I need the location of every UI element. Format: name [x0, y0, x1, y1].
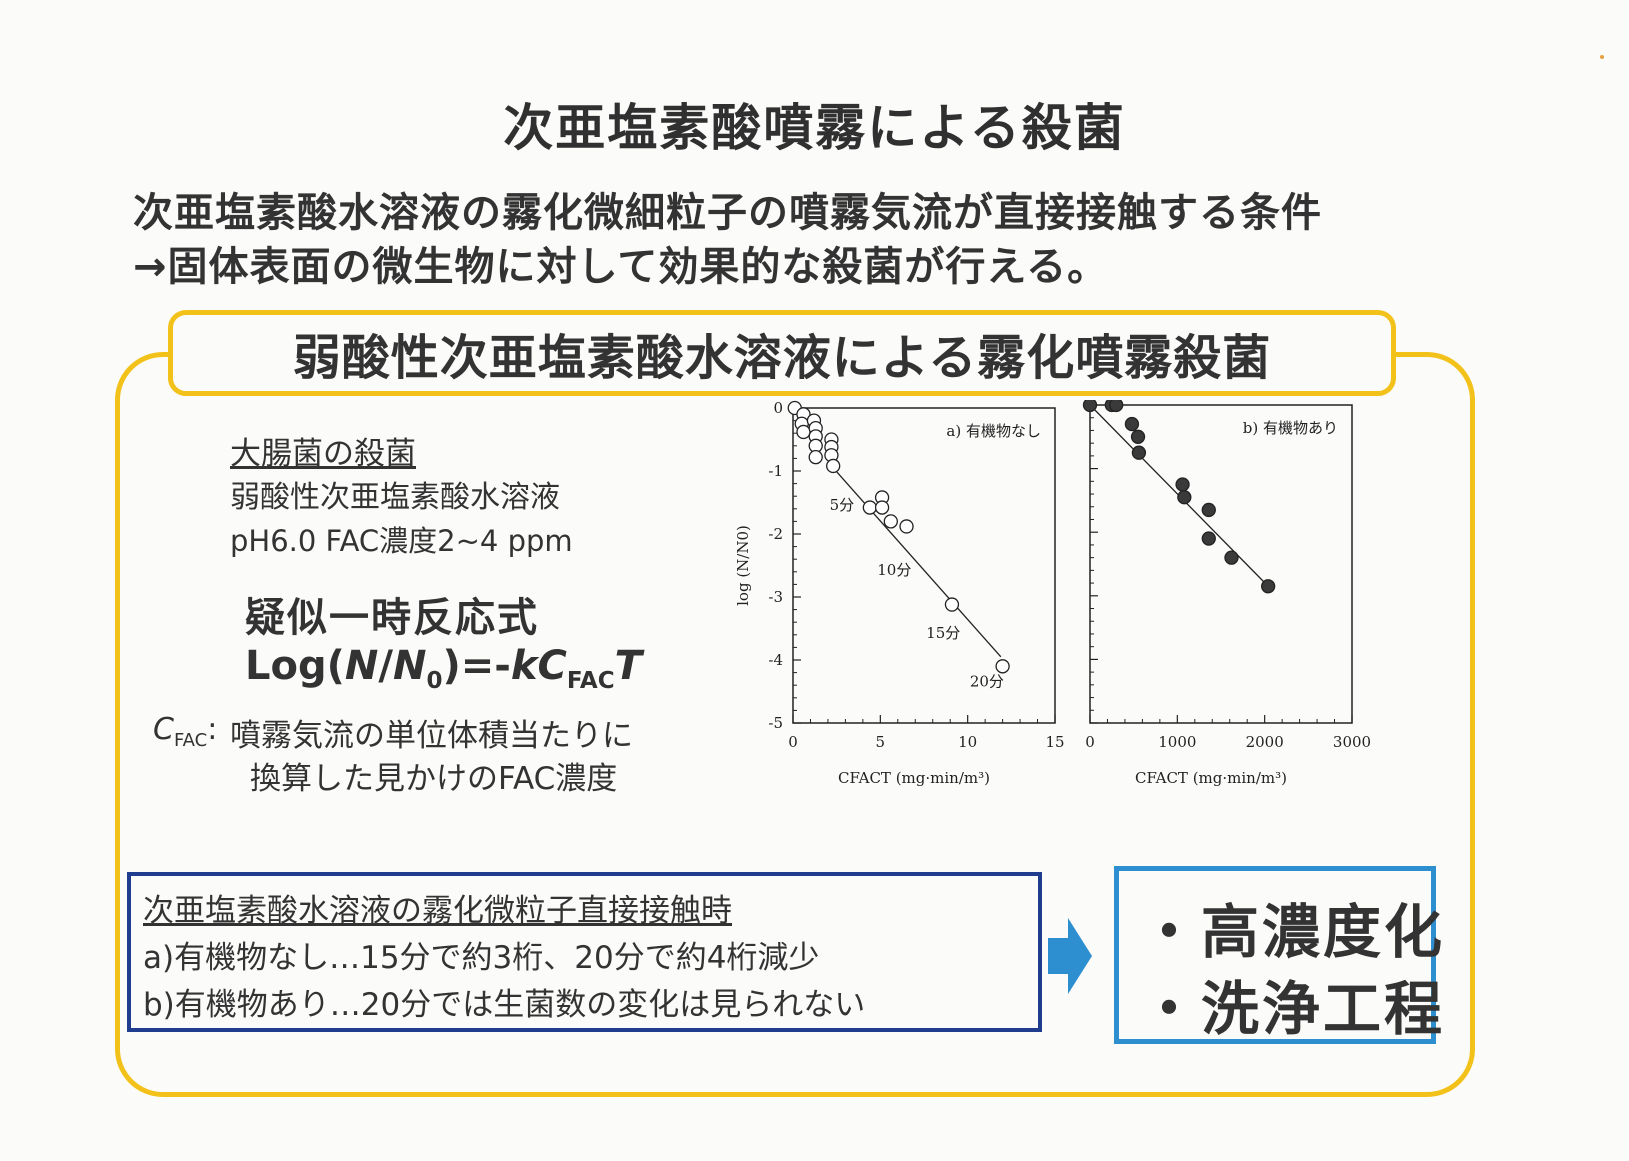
chart-b-point — [1224, 550, 1239, 565]
result-box — [1114, 866, 1436, 1044]
intro-line-2: →固体表面の微生物に対して効果的な殺菌が行える。 — [133, 244, 1109, 290]
chart-a-point — [862, 500, 878, 515]
chart-a-annotation: 15分 — [926, 624, 960, 642]
subject-title: 大腸菌の殺菌 — [230, 436, 416, 472]
chart-b-point — [1124, 416, 1140, 432]
chart-a-ytick-label: -3 — [768, 588, 783, 606]
chart-a-point — [883, 514, 898, 529]
chart-b-point — [1109, 400, 1124, 413]
chart-a-point — [944, 597, 960, 612]
result-item-cleaning: ・洗浄工程 — [1140, 975, 1446, 1043]
chart-b-title: b) 有機物あり — [1243, 419, 1338, 437]
section-heading: 弱酸性次亜塩素酸水溶液による霧化噴霧殺菌 — [168, 310, 1396, 396]
survival-charts: 0 5 10 15 0 -1 -2 -3 -4 -5 5分 10分 15分 20分 a) 有機物なし CFAC… — [735, 400, 1371, 787]
intro-line-1: 次亜塩素酸水溶液の霧化微細粒子の噴霧気流が直接接触する条件 — [133, 190, 1322, 236]
summary-title: 次亜塩素酸水溶液の霧化微粒子直接接触時 — [143, 893, 732, 929]
chart-b-point — [1082, 400, 1098, 413]
chart-a-ytick-label: -2 — [768, 525, 783, 543]
chart-b-point — [1201, 531, 1216, 546]
chart-a-xtick-label: 0 — [788, 733, 798, 751]
cfac-definition-2: 換算した見かけのFAC濃度 — [250, 761, 618, 797]
chart-a-ytick-label: -4 — [768, 651, 783, 669]
chart-b-xtick-label: 0 — [1085, 733, 1095, 751]
chart-a-point — [899, 519, 914, 534]
chart-b-xtick-label: 1000 — [1158, 733, 1196, 751]
chart-b-point — [1175, 477, 1190, 492]
chart-a-xtick-label: 10 — [958, 733, 977, 751]
subject-solution: 弱酸性次亜塩素酸水溶液 — [230, 480, 560, 515]
result-item-concentration: ・高濃度化 — [1140, 898, 1446, 966]
chart-b-point — [1177, 490, 1192, 505]
chart-b-xlabel: CFACT (mg·min/m³) — [1135, 769, 1287, 787]
chart-a-point — [826, 458, 841, 474]
model-name: 疑似一時反応式 — [245, 595, 539, 641]
summary-box — [127, 872, 1042, 1032]
summary-line-b: b)有機物あり…20分では生菌数の変化は見られない — [143, 987, 866, 1023]
chart-a-annotation: 5分 — [830, 496, 855, 514]
chart-a-point — [796, 424, 811, 440]
corner-mark — [1600, 55, 1604, 59]
chart-a-frame — [792, 407, 1056, 724]
chart-b-frame — [1089, 404, 1353, 724]
right-arrow-icon — [1048, 918, 1092, 994]
chart-a-ytick-label: -1 — [768, 462, 783, 480]
chart-b-point — [1131, 445, 1147, 460]
chart-a-fit-line — [832, 467, 1002, 658]
chart-a-ytick-label: -5 — [768, 714, 783, 732]
cfac-symbol: CFAC: — [153, 712, 218, 751]
chart-a-annotation: 10分 — [877, 561, 911, 579]
chart-a-point — [808, 449, 823, 465]
chart-b-point — [1130, 429, 1146, 444]
chart-a-ylabel: log (N/N0) — [735, 525, 752, 606]
chart-a-xtick-label: 5 — [876, 733, 886, 751]
chart-a-point — [995, 659, 1010, 674]
chart-a-title: a) 有機物なし — [946, 422, 1041, 440]
cfac-definition-1: 噴霧気流の単位体積当たりに — [230, 718, 633, 754]
chart-a-xlabel: CFACT (mg·min/m³) — [838, 769, 990, 787]
chart-a-point — [874, 500, 890, 515]
chart-b-point — [1201, 502, 1216, 518]
rate-formula: Log(N/N0)=-kCFACT — [245, 643, 642, 694]
chart-a-xtick-label: 15 — [1045, 733, 1064, 751]
chart-b-point — [1261, 579, 1276, 594]
subject-conditions: pH6.0 FAC濃度2~4 ppm — [230, 524, 573, 558]
chart-b-xtick-label: 2000 — [1246, 733, 1284, 751]
chart-a-annotation: 20分 — [970, 672, 1004, 690]
chart-b-xtick-label: 3000 — [1333, 733, 1371, 751]
chart-a-ytick-label: 0 — [773, 400, 783, 417]
slide-title: 次亜塩素酸噴霧による殺菌 — [503, 99, 1126, 157]
summary-line-a: a)有機物なし…15分で約3桁、20分で約4桁減少 — [143, 940, 820, 976]
